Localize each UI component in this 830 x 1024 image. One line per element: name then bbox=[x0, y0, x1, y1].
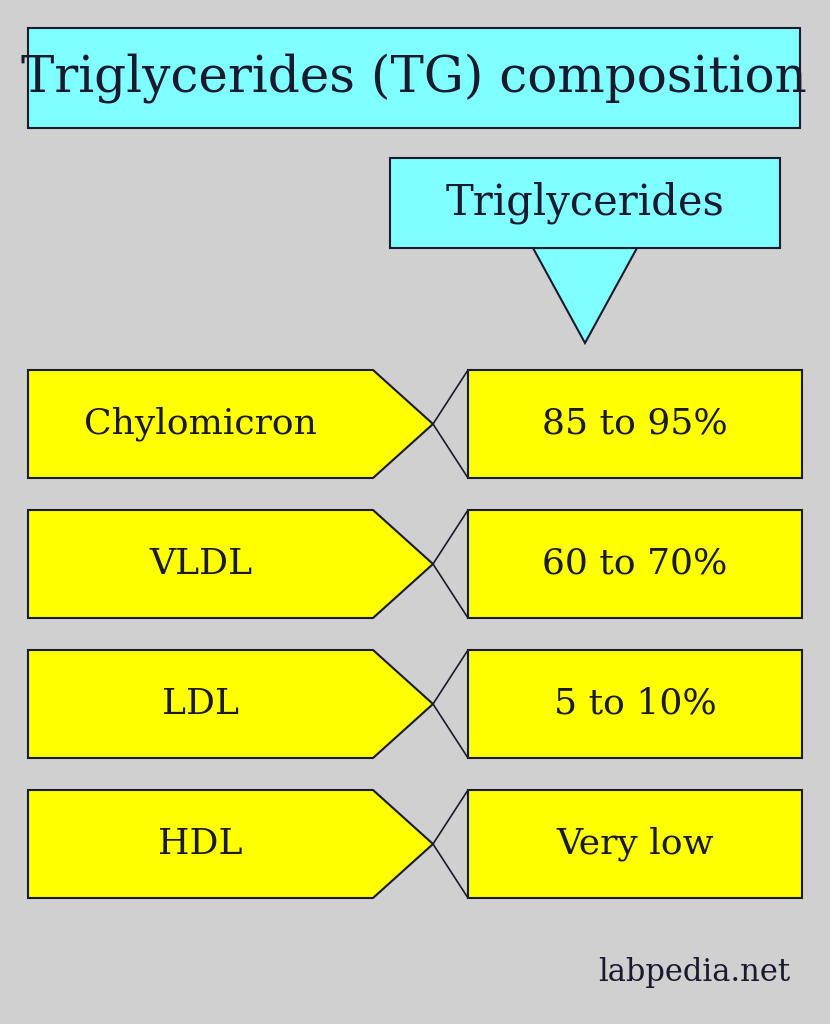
Text: 60 to 70%: 60 to 70% bbox=[542, 547, 728, 581]
Text: labpedia.net: labpedia.net bbox=[598, 957, 790, 988]
Polygon shape bbox=[28, 370, 433, 478]
Polygon shape bbox=[28, 650, 433, 758]
FancyBboxPatch shape bbox=[468, 510, 802, 618]
Polygon shape bbox=[28, 790, 433, 898]
Text: 85 to 95%: 85 to 95% bbox=[542, 407, 728, 441]
Text: Chylomicron: Chylomicron bbox=[84, 407, 317, 441]
Text: VLDL: VLDL bbox=[149, 547, 252, 581]
Polygon shape bbox=[533, 248, 637, 343]
Text: 5 to 10%: 5 to 10% bbox=[554, 687, 716, 721]
FancyBboxPatch shape bbox=[28, 28, 800, 128]
Text: HDL: HDL bbox=[159, 827, 242, 861]
FancyBboxPatch shape bbox=[468, 370, 802, 478]
Polygon shape bbox=[28, 510, 433, 618]
FancyBboxPatch shape bbox=[468, 790, 802, 898]
Text: Triglycerides: Triglycerides bbox=[446, 181, 725, 224]
Text: Very low: Very low bbox=[556, 826, 714, 861]
Text: LDL: LDL bbox=[162, 687, 239, 721]
FancyBboxPatch shape bbox=[468, 650, 802, 758]
Text: Triglycerides (TG) composition: Triglycerides (TG) composition bbox=[21, 53, 807, 103]
FancyBboxPatch shape bbox=[390, 158, 780, 248]
